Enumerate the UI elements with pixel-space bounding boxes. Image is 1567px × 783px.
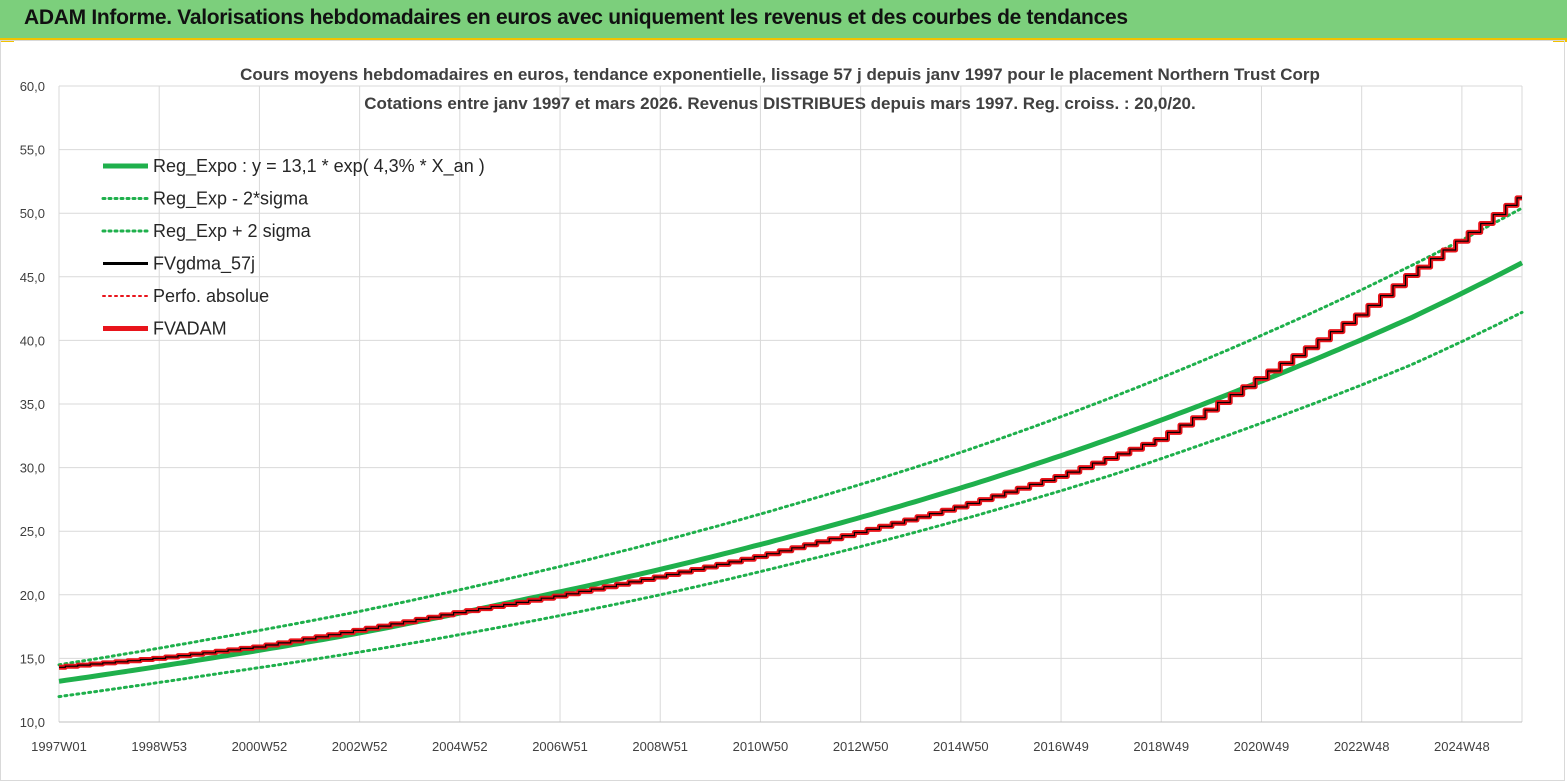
plot-area <box>57 195 1524 699</box>
x-tick-label: 1997W01 <box>31 739 87 754</box>
y-tick-label: 40,0 <box>20 333 45 348</box>
series-reg-exp-plus-2sigma <box>57 206 1524 667</box>
x-tick-label: 2006W51 <box>532 739 588 754</box>
legend-label: FVgdma_57j <box>153 254 255 275</box>
x-tick-label: 2000W52 <box>232 739 288 754</box>
legend-label: Reg_Exp - 2*sigma <box>153 189 309 210</box>
y-tick-label: 20,0 <box>20 588 45 603</box>
x-tick-label: 2016W49 <box>1033 739 1089 754</box>
y-tick-label: 45,0 <box>20 270 45 285</box>
x-tick-label: 2018W49 <box>1133 739 1189 754</box>
x-tick-label: 1998W53 <box>131 739 187 754</box>
x-tick-label: 2010W50 <box>733 739 789 754</box>
x-tick-label: 2020W49 <box>1234 739 1290 754</box>
chart-legend: Reg_Expo : y = 13,1 * exp( 4,3% * X_an )… <box>101 156 485 339</box>
legend-label: Reg_Expo : y = 13,1 * exp( 4,3% * X_an ) <box>153 156 485 177</box>
y-tick-label: 10,0 <box>20 715 45 730</box>
y-tick-label: 35,0 <box>20 397 45 412</box>
x-tick-label: 2022W48 <box>1334 739 1390 754</box>
x-tick-label: 2004W52 <box>432 739 488 754</box>
x-axis-ticks: 1997W01 1998W53 2000W52 2002W52 2004W52 2006W… <box>31 739 1490 754</box>
x-tick-label: 2012W50 <box>833 739 889 754</box>
x-tick-label: 2002W52 <box>332 739 388 754</box>
legend-label: Reg_Exp + 2 sigma <box>153 221 312 242</box>
y-tick-label: 25,0 <box>20 524 45 539</box>
report-title: ADAM Informe. Valorisations hebdomadaire… <box>24 6 1128 29</box>
chart-title-line-1: Cours moyens hebdomadaires en euros, ten… <box>240 65 1320 84</box>
y-axis-ticks: 10,0 15,0 20,0 25,0 30,0 35,0 40,0 45,0 50,0 55,0… <box>20 79 45 730</box>
y-tick-label: 60,0 <box>20 79 45 94</box>
series-reg-expo <box>58 260 1524 684</box>
series-fvadam <box>59 195 1522 670</box>
series-fvgdma-57j <box>59 197 1522 668</box>
y-tick-label: 50,0 <box>20 206 45 221</box>
chart-grid <box>58 85 1523 723</box>
legend-label: FVADAM <box>153 319 227 339</box>
x-tick-label: 2014W50 <box>933 739 989 754</box>
chart-frame <box>0 40 1565 781</box>
y-tick-label: 30,0 <box>20 461 45 476</box>
series-reg-exp-minus-2sigma <box>57 310 1524 699</box>
x-tick-label: 2024W48 <box>1434 739 1490 754</box>
y-tick-label: 15,0 <box>20 651 45 666</box>
chart-title-line-2: Cotations entre janv 1997 et mars 2026. … <box>364 94 1195 113</box>
legend-label: Perfo. absolue <box>153 286 269 306</box>
x-tick-label: 2008W51 <box>632 739 688 754</box>
report-header: ADAM Informe. Valorisations hebdomadaire… <box>0 0 1567 40</box>
y-tick-label: 55,0 <box>20 143 45 158</box>
